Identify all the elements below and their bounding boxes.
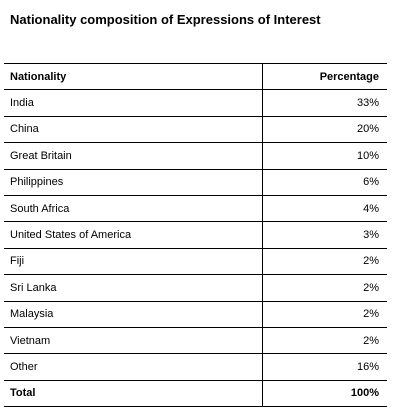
percentage-cell: 33% — [262, 89, 387, 117]
total-value: 100% — [262, 380, 387, 407]
table-row: South Africa 4% — [4, 195, 387, 223]
nationality-cell: South Africa — [4, 195, 263, 223]
table-row: Malaysia 2% — [4, 301, 387, 328]
table-row: China 20% — [4, 116, 387, 144]
column-header-nationality: Nationality — [4, 62, 263, 91]
nationality-cell: Malaysia — [4, 301, 263, 328]
table-row: Philippines 6% — [4, 169, 387, 196]
percentage-cell: 20% — [262, 116, 387, 144]
percentage-cell: 6% — [262, 169, 387, 196]
document-title: Nationality composition of Expressions o… — [10, 12, 321, 27]
percentage-cell: 2% — [262, 274, 387, 302]
percentage-cell: 2% — [262, 248, 387, 276]
percentage-cell: 16% — [262, 353, 387, 381]
nationality-cell: China — [4, 116, 263, 144]
percentage-cell: 10% — [262, 142, 387, 170]
nationality-cell: Great Britain — [4, 142, 263, 170]
total-label: Total — [4, 380, 263, 407]
table-row: India 33% — [4, 89, 387, 117]
table-row: Fiji 2% — [4, 248, 387, 276]
table-row: United States of America 3% — [4, 221, 387, 249]
nationality-cell: United States of America — [4, 221, 263, 249]
nationality-cell: Fiji — [4, 248, 263, 276]
column-header-percentage: Percentage — [262, 62, 387, 91]
table-row: Sri Lanka 2% — [4, 274, 387, 302]
nationality-table: Nationality Percentage India 33% China 2… — [4, 62, 387, 407]
percentage-cell: 2% — [262, 301, 387, 328]
percentage-cell: 3% — [262, 221, 387, 249]
table-row: Great Britain 10% — [4, 142, 387, 170]
table-row: Vietnam 2% — [4, 327, 387, 355]
nationality-cell: Other — [4, 353, 263, 381]
total-row: Total 100% — [4, 380, 387, 407]
nationality-cell: Vietnam — [4, 327, 263, 355]
table-row: Other 16% — [4, 353, 387, 381]
table-header-row: Nationality Percentage — [4, 62, 387, 91]
percentage-cell: 2% — [262, 327, 387, 355]
nationality-cell: India — [4, 89, 263, 117]
percentage-cell: 4% — [262, 195, 387, 223]
nationality-cell: Philippines — [4, 169, 263, 196]
nationality-cell: Sri Lanka — [4, 274, 263, 302]
